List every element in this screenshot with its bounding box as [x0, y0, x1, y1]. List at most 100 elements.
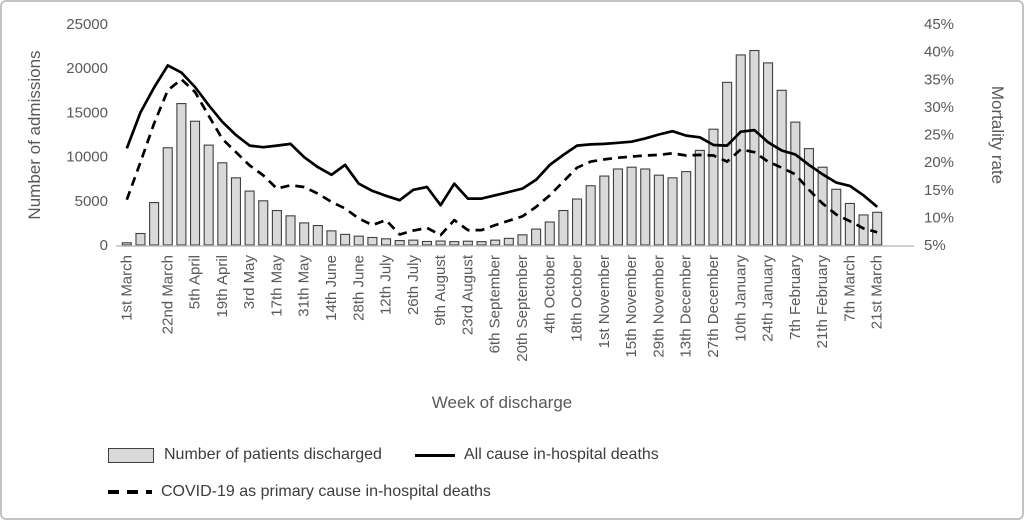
x-tick-label: 18th October [569, 255, 586, 342]
y-right-tick-label: 5% [924, 237, 946, 254]
plot-area: 0 5000 10000 15000 20000 25000 5% 10% 15% 20% 25% 3… [66, 16, 954, 362]
x-tick-label: 23rd August [459, 254, 476, 335]
x-tick-label: 1st November [596, 255, 613, 348]
bar [653, 174, 664, 246]
x-tick-label: 12th July [378, 255, 395, 316]
y-left-tick-label: 15000 [66, 104, 108, 121]
bar [544, 221, 555, 246]
bar [380, 238, 392, 246]
x-tick-label: 1st March [118, 255, 135, 321]
bar [681, 171, 692, 246]
bar [230, 177, 242, 246]
y-right-tick-label: 45% [924, 16, 954, 33]
bar [722, 81, 733, 246]
bar [449, 241, 460, 246]
y-right-tick-label: 30% [924, 99, 954, 116]
x-tick-label: 21st March [869, 255, 886, 329]
x-tick-label: 14th June [323, 255, 340, 321]
y-right-tick-label: 25% [924, 127, 954, 144]
bar [667, 177, 678, 246]
bar [503, 237, 514, 246]
bar [708, 128, 719, 246]
x-tick-label: 31th May [296, 255, 313, 317]
bar [149, 202, 160, 246]
y-right-tick-label: 15% [924, 182, 954, 199]
y-left-tick-label: 25000 [66, 16, 108, 33]
bar [694, 149, 705, 246]
bar [844, 202, 855, 246]
x-tick-label: 5th April [187, 255, 204, 309]
bar [135, 232, 146, 246]
bar [599, 175, 610, 246]
x-tick-label: 7th March [841, 255, 858, 322]
bar [340, 233, 351, 246]
legend-label-covid-primary: COVID-19 as primary cause in-hospital de… [161, 483, 491, 500]
legend-item-discharged: Number of patients discharged [108, 446, 382, 464]
y-axis-left-title: Number of admissions [25, 50, 44, 219]
bar [462, 240, 473, 246]
bar [435, 240, 446, 246]
bar [312, 225, 323, 246]
x-tick-label: 27th December [705, 255, 722, 358]
bar [189, 120, 201, 246]
x-tick-label: 4th October [541, 255, 558, 333]
x-tick-label: 7th February [787, 255, 804, 341]
bar [326, 230, 337, 246]
bar [299, 222, 310, 246]
x-tick-label: 24th January [760, 255, 777, 342]
bar [872, 211, 883, 246]
bar [203, 144, 214, 246]
bar [176, 103, 187, 246]
x-tick-label: 3rd May [241, 255, 258, 310]
solid-line-swatch-icon [415, 453, 455, 457]
covid-primary-deaths-line [125, 77, 878, 237]
bar [831, 188, 842, 246]
legend-item-covid-primary: COVID-19 as primary cause in-hospital de… [108, 483, 491, 501]
x-tick-label: 28th June [350, 255, 367, 321]
x-axis-title: Week of discharge [432, 393, 572, 412]
y-left-tick-label: 20000 [66, 60, 108, 77]
bar [271, 209, 282, 246]
legend-label-all-cause: All cause in-hospital deaths [464, 446, 659, 463]
bar [217, 162, 228, 246]
bar [421, 240, 433, 246]
bar [476, 241, 487, 246]
bar [531, 228, 542, 246]
x-tick-label: 29th November [650, 255, 667, 358]
bar [408, 239, 419, 246]
x-tick-label: 13th December [678, 255, 695, 358]
bar [367, 236, 378, 246]
bar [585, 185, 596, 246]
x-tick-label: 26th July [405, 255, 422, 316]
bar [612, 168, 624, 246]
bar [858, 214, 869, 246]
bar [626, 166, 637, 246]
x-tick-label: 22nd March [159, 255, 176, 334]
bar [776, 89, 787, 246]
bar [162, 147, 173, 246]
legend-item-all-cause: All cause in-hospital deaths [415, 446, 659, 464]
bar [640, 168, 651, 246]
bar [490, 239, 501, 246]
bar [558, 209, 569, 246]
bar [353, 235, 364, 246]
y-right-tick-label: 35% [924, 71, 954, 88]
x-tick-label: 19th April [214, 255, 231, 318]
bar [394, 240, 405, 246]
bar [571, 198, 583, 246]
x-tick-label: 17th May [268, 255, 285, 317]
bar [244, 190, 255, 246]
y-right-tick-label: 40% [924, 44, 954, 61]
bar [749, 49, 760, 246]
chart-canvas: 0 5000 10000 15000 20000 25000 5% 10% 15% 20% 25% 3… [25, 16, 1007, 412]
x-tick-label: 21th February [814, 255, 831, 349]
all-cause-deaths-line [125, 64, 879, 208]
bar [817, 166, 828, 246]
y-right-tick-label: 10% [924, 209, 954, 226]
legend-label-discharged: Number of patients discharged [164, 446, 382, 463]
bar [803, 148, 815, 246]
y-left-tick-label: 5000 [75, 193, 108, 210]
x-tick-label: 15th November [623, 255, 640, 358]
y-left-tick-label: 0 [100, 237, 108, 254]
